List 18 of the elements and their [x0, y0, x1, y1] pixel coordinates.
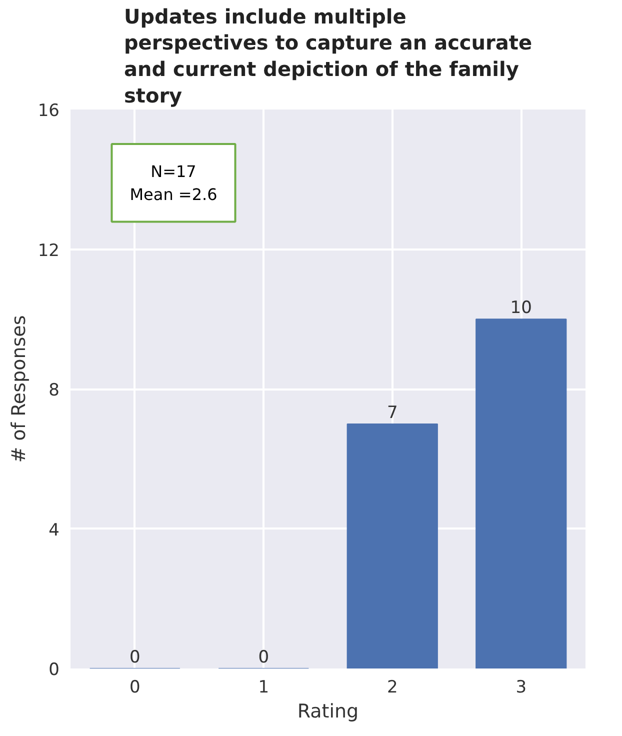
annotation: Mean =2.6 — [130, 184, 218, 204]
y-tick-label: 12 — [38, 240, 60, 261]
y-tick-label: 16 — [38, 101, 60, 121]
y-axis-title: # of Responses — [8, 315, 30, 463]
data-label: 0 — [129, 648, 140, 668]
y-tick-label: 8 — [48, 380, 60, 400]
chart-title: Updates include multiple perspectives to capture an accurate and current depiction of the family story — [124, 4, 532, 108]
data-label: 0 — [258, 648, 270, 668]
y-tick-label: 4 — [48, 520, 60, 540]
y-tick-label: 0 — [48, 660, 60, 680]
x-tick-label: 0 — [129, 678, 140, 698]
annotation: N=17 — [150, 162, 196, 181]
x-axis-title: Rating — [297, 700, 359, 722]
data-label: 10 — [510, 298, 532, 318]
x-tick-label: 1 — [258, 678, 270, 698]
x-tick-label: 2 — [386, 678, 398, 698]
data-label: 7 — [386, 402, 398, 423]
x-tick-label: 3 — [516, 678, 527, 698]
